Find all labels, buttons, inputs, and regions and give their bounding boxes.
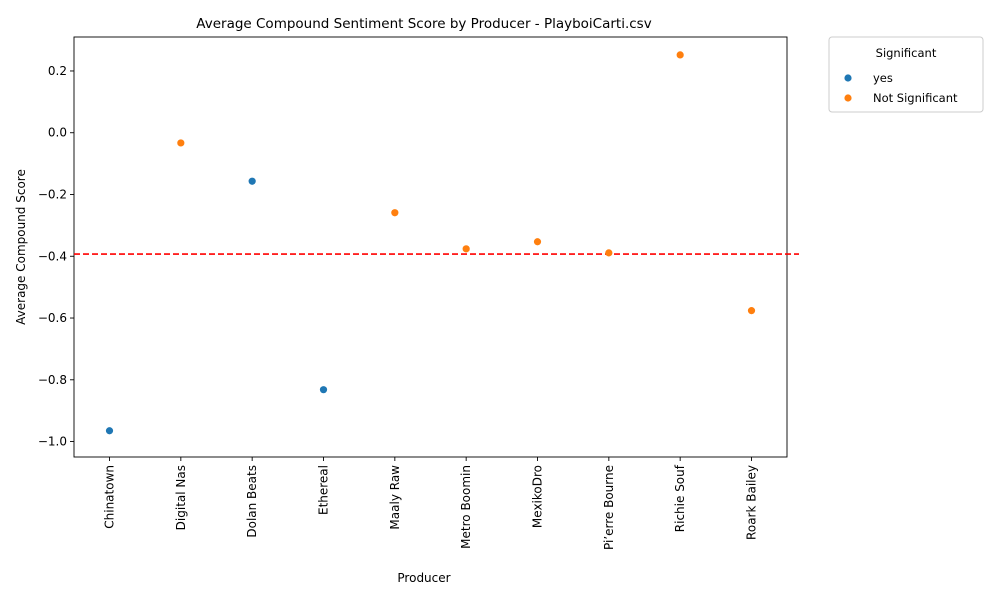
chart-title: Average Compound Sentiment Score by Prod…	[196, 16, 651, 32]
data-points	[105, 51, 756, 435]
legend-label-not-significant: Not Significant	[873, 91, 958, 105]
data-point-richie-souf	[676, 51, 684, 59]
y-tick-label: −0.2	[38, 188, 67, 202]
legend-label-yes: yes	[873, 71, 893, 85]
x-tick-label-digital-nas: Digital Nas	[174, 465, 188, 530]
data-point-roark-bailey	[747, 307, 756, 315]
x-tick-label-roark-bailey: Roark Bailey	[745, 465, 759, 540]
x-tick-label-chinatown: Chinatown	[103, 465, 117, 529]
x-tick-label-metro-boomin: Metro Boomin	[459, 465, 473, 549]
x-tick-label-maaly-raw: Maaly Raw	[388, 465, 402, 530]
plot-area-frame	[73, 36, 788, 458]
x-axis-label: Producer	[397, 571, 450, 585]
x-tick-label-richie-souf: Richie Souf	[673, 464, 687, 532]
legend: Significant yes Not Significant	[828, 36, 984, 113]
legend-marker-not-significant	[844, 94, 852, 102]
y-tick-label: −0.8	[38, 373, 67, 387]
x-axis: Chinatown Digital Nas Dolan Beats Ethereal M…	[103, 457, 759, 550]
data-point-mexikodro	[533, 238, 542, 246]
x-tick-label-dolan-beats: Dolan Beats	[245, 465, 259, 538]
data-point-pi-erre-bourne	[605, 249, 613, 257]
y-axis-label: Average Compound Score	[14, 169, 28, 325]
y-tick-label: −0.4	[38, 249, 67, 263]
legend-marker-yes	[844, 74, 852, 82]
y-axis: 0.2 0.0 −0.2 −0.4 −0.6 −0.8 −1.0	[38, 64, 74, 449]
y-tick-label: −0.6	[38, 311, 67, 325]
data-point-metro-boomin	[462, 245, 470, 253]
data-point-chinatown	[105, 427, 114, 435]
y-tick-label: 0.0	[48, 126, 67, 140]
y-tick-label: 0.2	[48, 64, 67, 78]
data-point-dolan-beats	[248, 177, 256, 185]
data-point-maaly-raw	[391, 209, 399, 217]
x-tick-label-mexikodro: MexikoDro	[531, 465, 545, 528]
legend-frame	[828, 36, 984, 113]
data-point-digital-nas	[177, 139, 185, 147]
data-point-ethereal	[319, 386, 328, 394]
y-tick-label: −1.0	[38, 435, 67, 449]
x-tick-label-ethereal: Ethereal	[317, 465, 331, 515]
x-tick-label-pi-erre-bourne: Pi’erre Bourne	[602, 465, 616, 550]
legend-title: Significant	[876, 46, 937, 60]
